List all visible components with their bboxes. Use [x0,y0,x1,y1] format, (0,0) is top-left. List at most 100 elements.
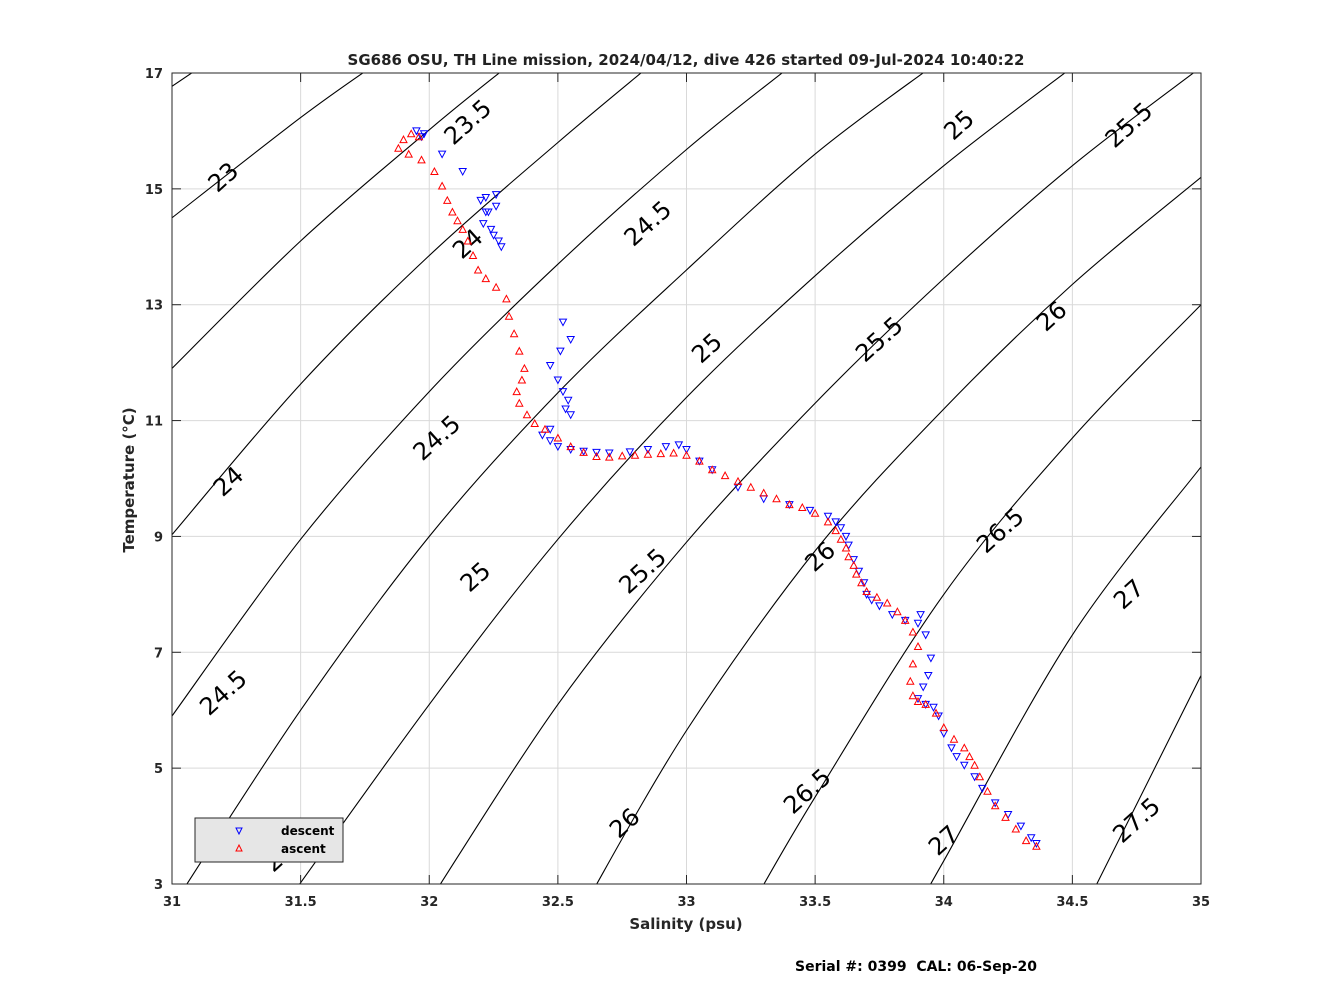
descent-point [952,753,961,762]
ascent-point [540,424,550,433]
descent-point [489,231,498,240]
descent-point [875,602,884,611]
y-axis-label: Temperature (°C) [120,407,138,552]
descent-point [545,425,555,434]
descent-point [959,761,969,770]
descent-point [859,579,869,588]
x-tick-label: 31.5 [285,895,317,910]
ascent-point [448,207,457,216]
x-tick-label: 32 [420,895,438,910]
descent-point [566,411,576,420]
ascent-point [1032,841,1041,850]
descent-point [458,168,468,177]
ascent-point [893,607,902,616]
ascent-point [522,410,532,419]
y-tick-label: 7 [154,646,163,661]
ascent-point [970,760,979,769]
density-contour-25 [172,73,783,717]
descent-point [484,208,493,217]
ascent-point [468,250,478,259]
density-contour-27.5 [763,304,1201,884]
ascent-point [1021,836,1031,845]
data-points [394,127,1041,850]
ascent-point [841,543,851,552]
ascent-point [509,329,519,338]
ascent-point [604,452,614,461]
ascent-point [695,456,704,465]
ascent-point [733,476,743,485]
ascent-point [908,659,918,668]
ascent-point [669,448,678,457]
ascent-point [656,449,666,458]
y-tick-label: 15 [145,183,163,198]
ascent-point [921,699,931,708]
descent-point [990,799,1000,808]
ascent-point [566,442,576,451]
ascent-point [965,752,974,761]
ascent-point [463,236,473,245]
x-tick-label: 34 [935,895,953,910]
legend: descent ascent [194,817,344,863]
ascent-point [900,615,910,624]
ascent-point [530,418,540,427]
descent-point [417,133,426,142]
descent-point [947,744,956,753]
ascent-point [785,500,794,509]
descent-point [494,237,504,246]
descent-point [412,127,421,136]
x-tick-label: 33 [677,895,695,910]
ascent-point [720,471,730,480]
ascent-point [414,132,424,141]
descent-point [563,396,573,405]
descent-point [921,631,931,640]
ascent-point [399,135,408,144]
ascent-point [453,216,462,225]
descent-point [486,225,496,234]
ascent-point [823,517,833,526]
y-tick-label: 5 [154,762,163,777]
descent-point [913,619,923,628]
density-contour-24 [172,73,501,369]
x-axis-label: Salinity (psu) [629,915,742,933]
ascent-point [746,482,756,491]
legend-ascent-marker [235,843,243,852]
legend-descent-label: descent [281,824,335,838]
ascent-point [908,691,918,700]
y-tick-label: 17 [145,67,163,82]
ascent-point [857,578,866,587]
density-contour-28 [930,466,1201,884]
descent-point [545,437,555,446]
ascent-point [630,450,640,459]
ascent-point [797,502,807,511]
descent-point [553,443,563,452]
ascent-point [442,195,452,204]
ascent-point [949,734,959,743]
legend-descent-marker [235,827,243,836]
x-tick-label: 33.5 [799,895,831,910]
ascent-point [959,743,969,752]
legend-box [194,817,344,863]
x-tick-label: 32.5 [542,895,574,910]
ascent-point [931,708,941,717]
ascent-point [512,387,522,396]
ascent-point [553,433,563,442]
x-tick-label: 34.5 [1056,895,1088,910]
ascent-point [707,465,717,474]
chart-title: SG686 OSU, TH Line mission, 2024/04/12, … [348,51,1025,69]
descent-point [566,336,576,345]
ascent-point [504,311,514,320]
ascent-point [882,598,892,607]
ascent-point [836,534,846,543]
descent-point [491,191,501,200]
ascent-point [517,375,527,384]
x-tick-label: 31 [163,895,181,910]
ascent-point [514,398,524,407]
descent-point [916,611,925,620]
ascent-point [404,149,414,158]
ascent-point [682,450,691,459]
ascent-point [481,274,491,283]
ascent-point [592,451,601,460]
ascent-point [643,449,653,458]
